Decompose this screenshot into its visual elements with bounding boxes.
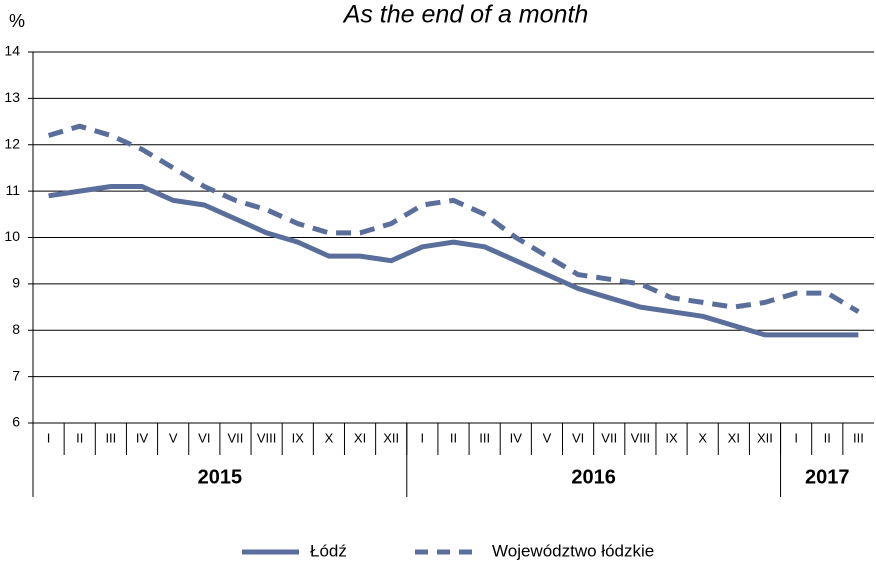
y-tick-label: 12	[4, 135, 20, 151]
x-tick-label: V	[543, 430, 552, 445]
y-axis-label: %	[9, 11, 25, 31]
x-tick-label: XII	[757, 430, 773, 445]
x-tick-label: IX	[665, 430, 678, 445]
y-tick-label: 13	[4, 89, 20, 105]
y-tick-label: 8	[12, 321, 20, 337]
x-tick-label: III	[479, 430, 490, 445]
x-tick-label: VI	[572, 430, 584, 445]
x-tick-label: IV	[136, 430, 149, 445]
chart-title: As the end of a month	[342, 1, 589, 29]
x-tick-label: II	[76, 430, 83, 445]
year-label: 2017	[805, 466, 850, 488]
x-tick-label: XI	[728, 430, 740, 445]
x-tick-label: I	[421, 430, 425, 445]
x-tick-label: X	[698, 430, 707, 445]
line-series	[47, 123, 860, 314]
y-tick-label: 7	[12, 367, 20, 383]
x-tick-label: V	[169, 430, 178, 445]
x-tick-label: X	[325, 430, 334, 445]
x-tick-label: VII	[601, 430, 617, 445]
x-tick-label: III	[105, 430, 116, 445]
y-tick-label: 9	[12, 275, 20, 291]
y-tick-label: 6	[12, 414, 20, 430]
x-tick-label: VIII	[257, 430, 277, 445]
x-tick-label: II	[824, 430, 831, 445]
x-tick-label: XI	[354, 430, 366, 445]
x-tick-label: IV	[510, 430, 523, 445]
x-tick-label: IX	[292, 430, 305, 445]
year-label: 2015	[198, 466, 243, 488]
y-tick-label: 14	[4, 43, 20, 59]
x-tick-label: I	[794, 430, 798, 445]
legend-label: Województwo łódzkie	[492, 541, 654, 560]
y-tick-label: 10	[4, 228, 20, 244]
x-tick-label: XII	[383, 430, 399, 445]
x-tick-label: III	[853, 430, 864, 445]
legend-label: Łódź	[310, 541, 347, 560]
x-tick-label: VII	[228, 430, 244, 445]
x-tick-label: VIII	[631, 430, 651, 445]
y-tick-label: 11	[5, 182, 20, 198]
line-series	[48, 184, 859, 338]
year-label: 2016	[571, 466, 616, 488]
x-tick-label: I	[47, 430, 51, 445]
x-tick-label: VI	[198, 430, 210, 445]
x-tick-label: II	[450, 430, 457, 445]
